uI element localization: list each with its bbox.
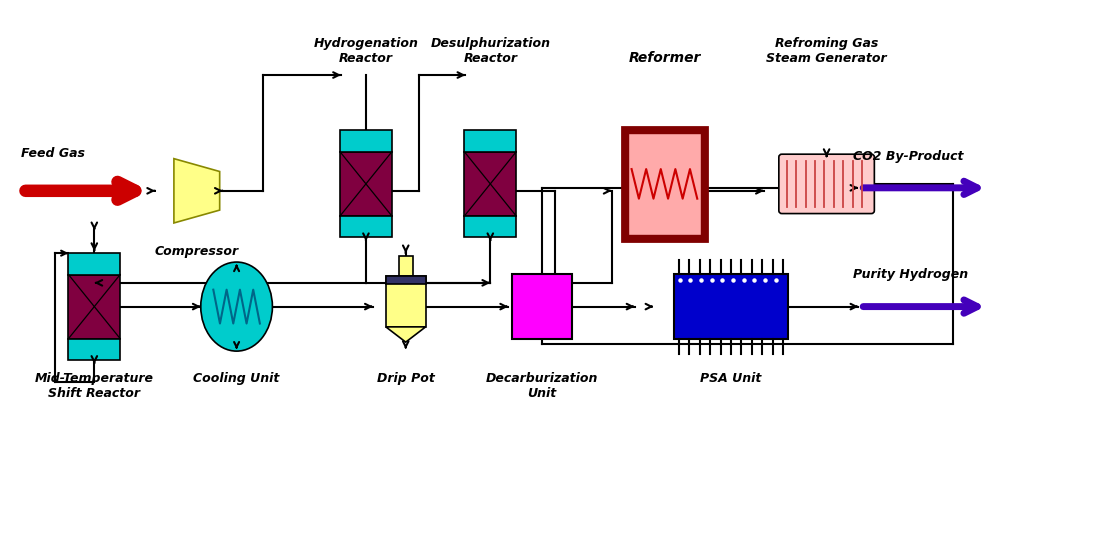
Bar <box>464 152 516 216</box>
Bar <box>386 276 426 327</box>
Text: Decarburization
Unit: Decarburization Unit <box>486 372 598 400</box>
Bar <box>674 274 789 339</box>
Text: Reformer: Reformer <box>628 51 701 65</box>
Text: Desulphurization
Reactor: Desulphurization Reactor <box>430 37 550 65</box>
Bar <box>513 274 572 339</box>
Bar <box>386 276 426 285</box>
Text: Cooling Unit: Cooling Unit <box>194 372 279 385</box>
Bar <box>340 216 392 238</box>
Text: PSA Unit: PSA Unit <box>701 372 762 385</box>
FancyBboxPatch shape <box>779 154 874 213</box>
Bar <box>621 127 707 241</box>
Text: Mid-Temperature
Shift Reactor: Mid-Temperature Shift Reactor <box>35 372 154 400</box>
Text: Compressor: Compressor <box>155 245 239 258</box>
Text: Feed Gas: Feed Gas <box>21 147 85 160</box>
Text: Drip Pot: Drip Pot <box>377 372 434 385</box>
Text: Hydrogenation
Reactor: Hydrogenation Reactor <box>314 37 418 65</box>
Bar <box>340 152 392 216</box>
Bar <box>68 274 120 339</box>
Bar <box>464 216 516 238</box>
Text: CO2 By-Product: CO2 By-Product <box>854 150 964 163</box>
Polygon shape <box>174 159 220 223</box>
Ellipse shape <box>201 262 273 351</box>
Polygon shape <box>386 327 426 342</box>
Bar <box>464 131 516 152</box>
Bar <box>340 131 392 152</box>
Text: Purity Hydrogen: Purity Hydrogen <box>854 269 969 281</box>
Bar <box>68 339 120 360</box>
Bar <box>628 133 701 235</box>
Bar <box>399 256 412 276</box>
Bar <box>68 253 120 274</box>
Text: Refroming Gas
Steam Generator: Refroming Gas Steam Generator <box>767 37 887 65</box>
